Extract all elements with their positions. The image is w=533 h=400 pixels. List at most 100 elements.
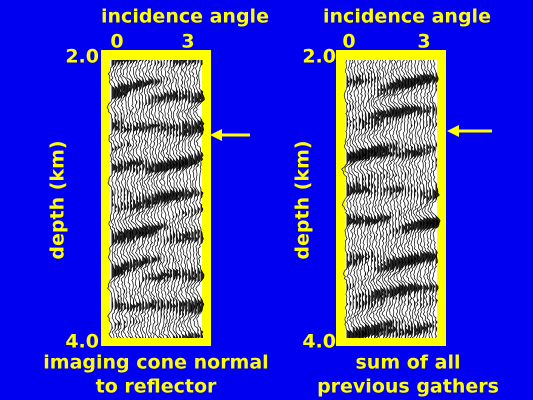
trace-fill (429, 60, 435, 338)
trace (372, 59, 382, 339)
trace (415, 59, 426, 338)
trace (195, 59, 205, 339)
trace (186, 59, 196, 339)
trace (143, 59, 153, 339)
trace (122, 59, 132, 339)
trace (116, 59, 126, 339)
trace (140, 59, 150, 339)
trace-fill (114, 60, 119, 338)
trace (421, 59, 433, 339)
angle-tick: 0 (342, 31, 355, 53)
depth-tick: 2.0 (65, 46, 99, 68)
angle-tick: 3 (417, 31, 430, 53)
trace (410, 59, 420, 339)
angle-tick: 0 (110, 31, 123, 53)
trace (424, 59, 435, 339)
trace (412, 59, 423, 339)
trace-fill (386, 60, 391, 338)
trace-fill (166, 60, 172, 338)
trace (134, 59, 145, 339)
trace (192, 60, 202, 339)
trace-fill (380, 60, 385, 338)
trace-fill (126, 60, 132, 338)
trace-fill (407, 60, 413, 338)
trace-fill (191, 60, 195, 338)
trace-fill (404, 60, 410, 338)
trace (356, 59, 368, 339)
trace (402, 59, 414, 339)
depth-tick: 4.0 (302, 331, 336, 353)
trace (377, 59, 388, 339)
panel-title: incidence angle (323, 6, 491, 28)
trace-fill (188, 60, 193, 338)
trace (365, 59, 377, 339)
trace (344, 59, 355, 339)
trace-fill (374, 60, 379, 338)
trace (158, 59, 169, 339)
trace (384, 59, 394, 339)
trace (180, 59, 190, 339)
trace-fill (139, 60, 144, 338)
panel: incidence angle 0 3 2.0 4.0 depth (km) s… (292, 6, 499, 398)
trace (353, 59, 365, 339)
trace (171, 59, 182, 339)
trace-fill (398, 60, 404, 338)
arrow-head (447, 125, 459, 137)
trace (430, 59, 441, 339)
trace (189, 59, 199, 339)
panel-title: incidence angle (101, 6, 269, 28)
trace-fill (410, 60, 416, 338)
trace (348, 59, 359, 339)
trace (110, 59, 120, 339)
trace-fill (160, 60, 166, 338)
trace-fill (182, 60, 188, 338)
panel: incidence angle 0 3 2.0 4.0 depth (km) i… (43, 6, 269, 398)
seismic-gather (106, 59, 205, 339)
trace (418, 59, 430, 339)
trace (177, 59, 188, 339)
trace (150, 59, 159, 339)
trace (165, 59, 176, 339)
caption: sum of all (355, 352, 460, 374)
trace (119, 59, 128, 339)
angle-tick: 3 (181, 31, 194, 53)
trace-fill (142, 60, 147, 338)
trace (136, 59, 148, 339)
caption: imaging cone normal (43, 352, 268, 374)
axis-label: depth (km) (47, 140, 69, 259)
trace-fill (148, 60, 153, 338)
trace (393, 59, 404, 338)
trace-fill (175, 60, 181, 338)
caption: previous gathers (317, 376, 499, 398)
trace (363, 59, 374, 339)
trace (153, 59, 163, 339)
trace (124, 59, 134, 339)
trace-fill (395, 60, 401, 338)
trace (106, 59, 116, 339)
trace (359, 59, 371, 339)
caption: to reflector (96, 376, 217, 398)
trace (127, 59, 138, 339)
trace-fill (414, 60, 419, 338)
trace (175, 59, 185, 339)
trace (380, 59, 391, 339)
trace (374, 59, 385, 339)
trace-fill (392, 60, 397, 338)
trace-fill (401, 60, 407, 338)
trace-fill (185, 60, 189, 338)
trace-fill (194, 60, 199, 338)
trace (406, 59, 417, 339)
trace-fill (154, 60, 159, 338)
depth-tick: 2.0 (302, 46, 336, 68)
depth-tick: 4.0 (65, 331, 99, 353)
trace-fill (377, 60, 382, 338)
trace-fill (172, 60, 178, 338)
trace (130, 60, 142, 339)
trace-fill (163, 60, 169, 338)
trace (350, 59, 362, 339)
trace (427, 59, 439, 339)
trace (368, 59, 379, 339)
arrow-head (210, 129, 222, 141)
trace (183, 59, 193, 339)
